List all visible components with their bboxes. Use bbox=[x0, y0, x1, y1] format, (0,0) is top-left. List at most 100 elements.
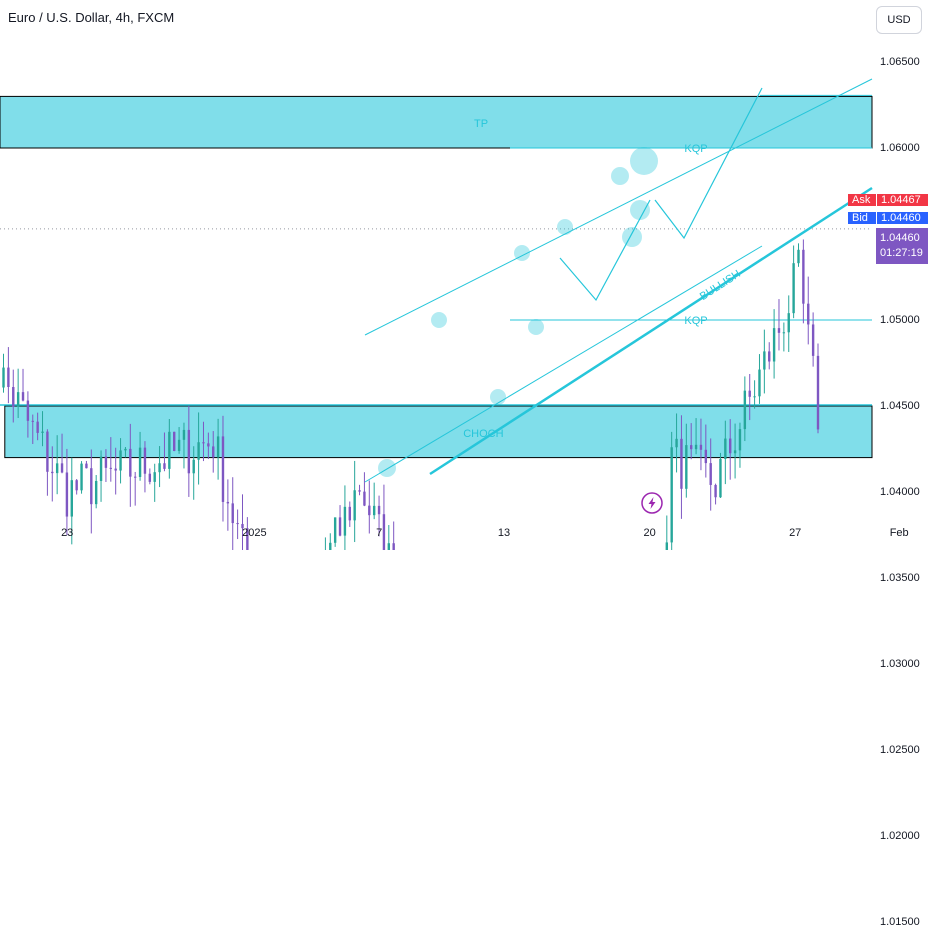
candle-body bbox=[212, 446, 215, 458]
ask-badge: Ask 1.04467 bbox=[848, 192, 928, 208]
candle-body bbox=[221, 436, 225, 502]
candle-body bbox=[377, 505, 381, 515]
candle-body bbox=[382, 514, 386, 570]
candle-body bbox=[158, 463, 161, 473]
lightning-icon[interactable] bbox=[641, 492, 663, 514]
chart-title: Euro / U.S. Dollar, 4h, FXCM bbox=[8, 10, 175, 25]
pivot-circle bbox=[490, 389, 506, 405]
pivot-circle bbox=[378, 459, 396, 477]
candle-body bbox=[226, 501, 230, 504]
candle-body bbox=[7, 367, 10, 387]
candle-body bbox=[143, 447, 147, 474]
candle-body bbox=[782, 332, 786, 334]
candle-body bbox=[709, 463, 712, 485]
candle-body bbox=[99, 456, 103, 481]
time-tick-label: Feb bbox=[889, 527, 909, 539]
kqp-label: KQP bbox=[684, 143, 707, 155]
price-tick-label: 1.04000 bbox=[880, 486, 920, 498]
time-tick-label: 27 bbox=[789, 527, 802, 539]
pivot-circle bbox=[557, 219, 573, 235]
candle-body bbox=[758, 369, 761, 397]
candle-body bbox=[114, 468, 117, 471]
candle-body bbox=[31, 420, 34, 422]
candle-body bbox=[124, 448, 127, 451]
candle-body bbox=[816, 355, 820, 430]
candle-body bbox=[129, 448, 132, 477]
candle-body bbox=[231, 503, 234, 524]
candle-body bbox=[768, 351, 771, 362]
candle-body bbox=[51, 471, 54, 474]
candle-body bbox=[719, 458, 722, 498]
candle-body bbox=[392, 543, 395, 597]
candle-body bbox=[797, 249, 800, 264]
candle-body bbox=[119, 450, 122, 471]
candle-body bbox=[338, 517, 342, 536]
time-tick-label: 20 bbox=[643, 527, 656, 539]
kqp-label: KQP bbox=[684, 315, 707, 327]
candle-body bbox=[685, 445, 688, 489]
candle-body bbox=[743, 390, 747, 430]
currency-button[interactable]: USD bbox=[876, 6, 922, 34]
zone-tp bbox=[0, 95, 873, 149]
channel-upper-line bbox=[364, 78, 873, 336]
candle-body bbox=[85, 463, 88, 469]
candle-body bbox=[363, 491, 366, 506]
pivot-circle bbox=[514, 245, 530, 261]
candle-body bbox=[75, 480, 78, 491]
pivot-circle bbox=[431, 312, 447, 328]
bid-badge: Bid 1.04460 bbox=[848, 210, 928, 226]
candle-body bbox=[699, 444, 703, 450]
candle-body bbox=[387, 543, 391, 570]
lightning-icon-bolt bbox=[648, 497, 656, 509]
candle-body bbox=[358, 490, 361, 492]
price-tick-label: 1.05000 bbox=[880, 314, 920, 326]
candle-body bbox=[187, 429, 191, 474]
candle-body bbox=[80, 463, 83, 491]
candle-body bbox=[236, 523, 239, 525]
zone-label: CHOCH bbox=[463, 428, 503, 440]
candle-body bbox=[133, 476, 137, 478]
candle-body bbox=[104, 456, 108, 468]
candle-body bbox=[94, 480, 98, 505]
candle-body bbox=[724, 438, 727, 459]
bid-value: 1.04460 bbox=[876, 212, 928, 224]
price-tick-label: 1.01500 bbox=[880, 916, 920, 928]
price-tick-label: 1.06000 bbox=[880, 142, 920, 154]
candle-body bbox=[333, 517, 337, 543]
candle-body bbox=[670, 447, 673, 543]
time-tick-label: 13 bbox=[497, 527, 511, 539]
candle-body bbox=[372, 505, 376, 516]
candle-body bbox=[763, 351, 766, 370]
candle-body bbox=[60, 463, 64, 473]
candle-body bbox=[12, 386, 15, 407]
candle-body bbox=[675, 438, 678, 448]
time-tick-label: 23 bbox=[61, 527, 74, 539]
zone-label: TP bbox=[474, 118, 488, 130]
candle-body bbox=[777, 328, 781, 333]
candle-body bbox=[792, 263, 795, 314]
time-tick-label: 2025 bbox=[242, 527, 267, 539]
candle-body bbox=[733, 450, 737, 454]
candle-body bbox=[738, 429, 742, 451]
price-tick-label: 1.04500 bbox=[880, 400, 920, 412]
candle-body bbox=[748, 390, 751, 397]
price-tick-label: 1.06500 bbox=[880, 56, 920, 68]
price-tick-label: 1.03500 bbox=[880, 572, 920, 584]
candle-body bbox=[153, 472, 156, 482]
bar-countdown: 01:27:19 bbox=[880, 247, 923, 259]
candle-body bbox=[182, 429, 186, 440]
candle-body bbox=[368, 505, 371, 516]
candle-body bbox=[65, 472, 69, 517]
candle-body bbox=[689, 445, 693, 450]
bullish-label: BULLISH bbox=[698, 268, 743, 303]
pattern-triangle bbox=[559, 199, 651, 302]
candle-body bbox=[207, 443, 210, 447]
candle-body bbox=[36, 421, 39, 433]
candle-body bbox=[46, 431, 49, 472]
candle-body bbox=[197, 442, 200, 460]
ask-value: 1.04467 bbox=[876, 194, 928, 206]
candle-body bbox=[680, 438, 683, 489]
price-tick-label: 1.02500 bbox=[880, 744, 920, 756]
